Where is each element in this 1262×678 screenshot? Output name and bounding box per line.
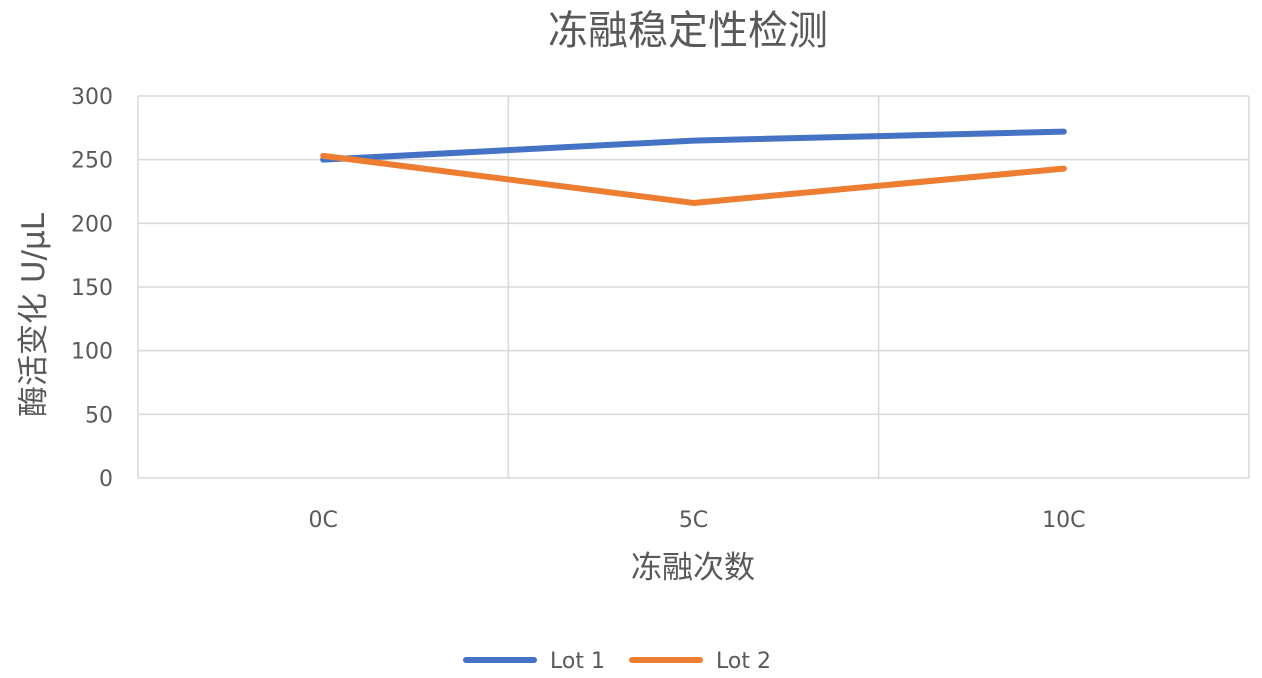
gridlines xyxy=(137,95,1250,479)
chart-title: 冻融稳定性检测 xyxy=(548,8,828,54)
y-tick-label: 200 xyxy=(71,212,113,237)
x-tick-label: 10C xyxy=(1042,508,1085,533)
legend: Lot 1 Lot 2 xyxy=(463,649,771,674)
series-line-lot-2 xyxy=(320,152,1067,206)
x-axis-title: 冻融次数 xyxy=(631,550,755,586)
series-line-lot-1 xyxy=(320,128,1067,163)
y-axis-tick-labels: 0 50 100 150 200 250 300 xyxy=(71,85,113,492)
y-tick-label: 0 xyxy=(99,467,113,492)
y-tick-label: 300 xyxy=(71,85,113,110)
y-tick-label: 100 xyxy=(71,340,113,365)
legend-label: Lot 2 xyxy=(716,649,771,674)
y-tick-label: 250 xyxy=(71,149,113,174)
y-tick-label: 50 xyxy=(85,403,113,428)
x-axis-tick-labels: 0C 5C 10C xyxy=(308,508,1085,533)
x-tick-label: 5C xyxy=(679,508,708,533)
y-axis-title: 酶活变化 U/μL xyxy=(16,212,52,417)
legend-label: Lot 1 xyxy=(550,649,605,674)
y-tick-label: 150 xyxy=(71,276,113,301)
x-tick-label: 0C xyxy=(308,508,337,533)
series-lines xyxy=(320,128,1067,206)
